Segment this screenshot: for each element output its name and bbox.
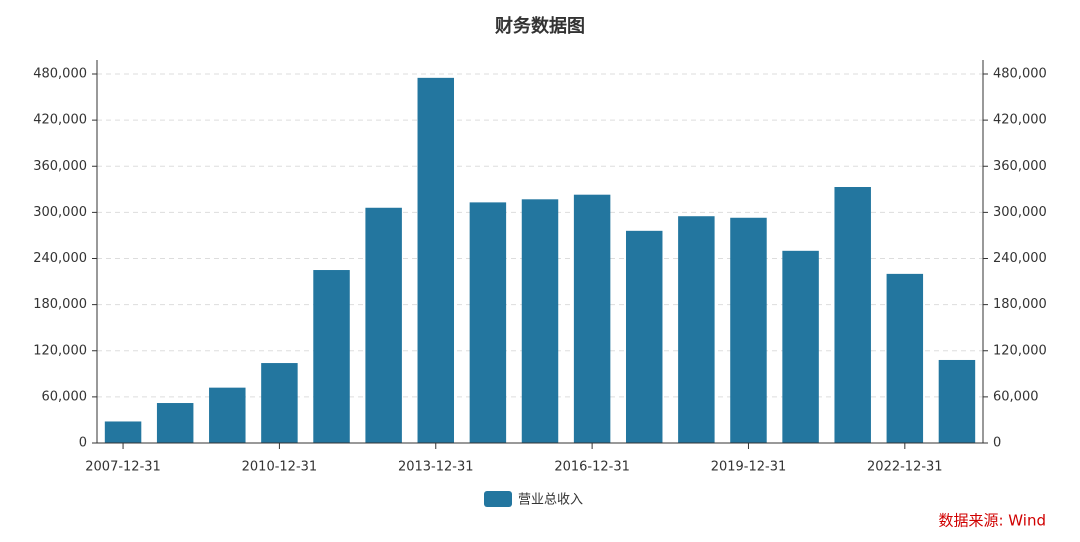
y2-tick-label: 180,000: [993, 297, 1047, 312]
bar: [104, 421, 142, 443]
y-tick-label: 480,000: [33, 67, 87, 82]
y2-tick-label: 240,000: [993, 251, 1047, 266]
y-tick-label: 180,000: [33, 297, 87, 312]
y2-tick-label: 360,000: [993, 159, 1047, 174]
bar: [261, 363, 298, 443]
chart-title: 财务数据图: [495, 15, 585, 37]
source-note: 数据来源: Wind: [938, 512, 1046, 530]
legend-swatch: [484, 491, 512, 507]
bar: [365, 207, 402, 443]
x-tick-label: 2013-12-31: [398, 460, 474, 475]
y2-tick-label: 60,000: [993, 389, 1039, 404]
y-tick-label: 360,000: [33, 159, 87, 174]
bar: [469, 202, 507, 443]
y2-tick-label: 480,000: [993, 67, 1047, 82]
y-tick-label: 240,000: [33, 251, 87, 266]
x-tick-label: 2022-12-31: [867, 460, 943, 475]
bar: [313, 270, 350, 443]
y-tick-label: 0: [79, 436, 87, 451]
y2-tick-label: 300,000: [993, 205, 1047, 220]
bar: [209, 387, 246, 443]
bar: [938, 359, 976, 443]
bar: [573, 194, 611, 443]
y-tick-label: 60,000: [42, 389, 88, 404]
bar: [417, 77, 455, 443]
y-tick-label: 300,000: [33, 205, 87, 220]
y2-tick-label: 120,000: [993, 343, 1047, 358]
bar: [625, 230, 663, 443]
bar: [678, 216, 715, 443]
bar: [834, 187, 871, 443]
bar: [521, 199, 559, 443]
bar: [782, 250, 819, 443]
legend-label: 营业总收入: [518, 493, 583, 508]
y2-tick-label: 420,000: [993, 113, 1047, 128]
x-tick-label: 2010-12-31: [242, 460, 318, 475]
x-tick-label: 2007-12-31: [85, 460, 161, 475]
y-tick-label: 120,000: [33, 343, 87, 358]
x-tick-label: 2019-12-31: [711, 460, 787, 475]
bar: [886, 273, 924, 443]
bar: [156, 403, 194, 443]
y-tick-label: 420,000: [33, 113, 87, 128]
y2-tick-label: 0: [993, 436, 1001, 451]
bar: [730, 217, 767, 443]
x-tick-label: 2016-12-31: [554, 460, 630, 475]
